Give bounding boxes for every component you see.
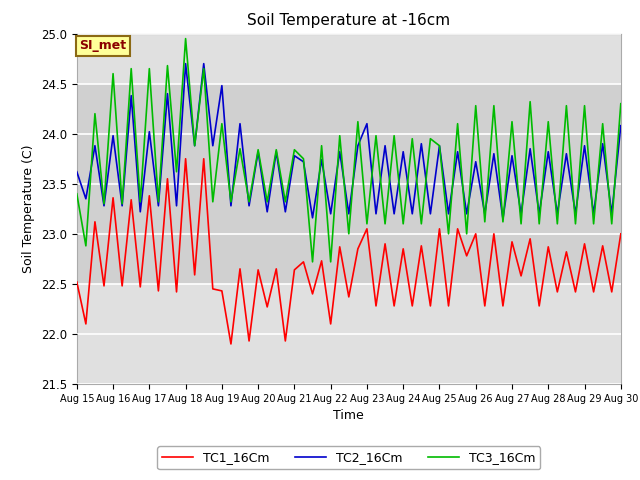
TC1_16Cm: [282, 338, 289, 344]
Line: TC3_16Cm: TC3_16Cm: [77, 38, 621, 262]
Line: TC2_16Cm: TC2_16Cm: [77, 64, 621, 219]
TC3_16Cm: [73, 191, 81, 197]
TC3_16Cm: [308, 259, 316, 265]
TC3_16Cm: [191, 143, 198, 149]
TC3_16Cm: [273, 147, 280, 153]
Title: Soil Temperature at -16cm: Soil Temperature at -16cm: [247, 13, 451, 28]
TC1_16Cm: [617, 231, 625, 237]
TC2_16Cm: [209, 143, 216, 149]
TC3_16Cm: [209, 199, 216, 204]
TC1_16Cm: [191, 272, 198, 278]
TC1_16Cm: [381, 241, 389, 247]
TC1_16Cm: [73, 279, 81, 285]
Legend: TC1_16Cm, TC2_16Cm, TC3_16Cm: TC1_16Cm, TC2_16Cm, TC3_16Cm: [157, 446, 540, 469]
TC2_16Cm: [273, 149, 280, 155]
TC2_16Cm: [617, 123, 625, 129]
TC3_16Cm: [417, 221, 425, 227]
TC3_16Cm: [182, 36, 189, 41]
X-axis label: Time: Time: [333, 409, 364, 422]
Y-axis label: Soil Temperature (C): Soil Temperature (C): [22, 144, 35, 273]
TC3_16Cm: [563, 103, 570, 108]
TC2_16Cm: [182, 61, 189, 67]
Text: SI_met: SI_met: [79, 39, 127, 52]
TC2_16Cm: [191, 143, 198, 149]
TC3_16Cm: [381, 221, 389, 227]
Line: TC1_16Cm: TC1_16Cm: [77, 159, 621, 344]
TC1_16Cm: [563, 249, 570, 255]
TC1_16Cm: [417, 243, 425, 249]
TC1_16Cm: [227, 341, 235, 347]
TC3_16Cm: [617, 101, 625, 107]
TC1_16Cm: [182, 156, 189, 162]
Bar: [77, 84, 621, 284]
TC2_16Cm: [73, 169, 81, 175]
TC2_16Cm: [372, 211, 380, 216]
TC2_16Cm: [563, 151, 570, 156]
TC2_16Cm: [408, 211, 416, 216]
TC2_16Cm: [499, 216, 507, 222]
TC1_16Cm: [209, 286, 216, 292]
